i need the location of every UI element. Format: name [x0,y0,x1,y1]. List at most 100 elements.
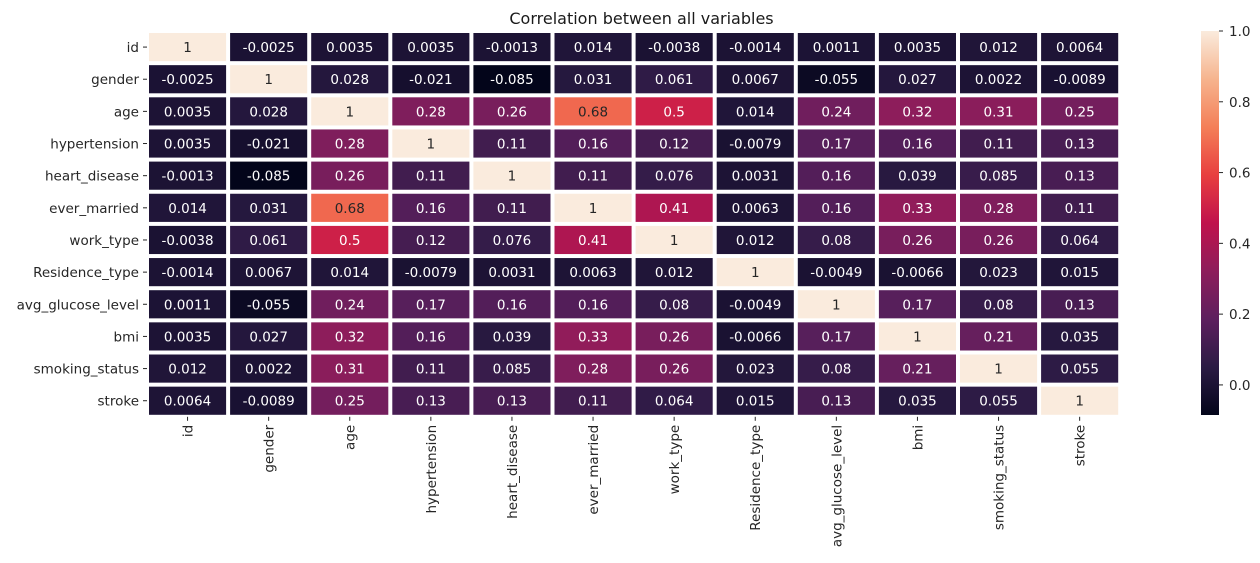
cell-value-label: 0.0011 [164,297,211,313]
heatmap-cell [716,65,794,94]
cell-value-label: -0.085 [247,169,291,185]
cell-value-label: -0.0089 [1054,72,1106,88]
colorbar-tick-label: 1.0 [1229,24,1250,40]
cell-value-label: 0.055 [1060,362,1099,378]
cell-value-label: 0.28 [335,137,365,153]
cell-value-label: 0.26 [659,362,689,378]
heatmap-cell [960,65,1038,94]
heatmap-cell [797,225,875,255]
heatmap-cell [716,386,794,415]
cell-value-label: 0.26 [497,104,527,120]
cell-value-label: 0.023 [736,362,775,378]
heatmap-cell [473,258,551,287]
cell-value-label: 0.064 [1060,233,1099,249]
heatmap-cell [878,65,956,94]
heatmap-cell [960,33,1038,62]
x-tick-label: ever_married [586,425,602,515]
colorbar-tick-label: 0.6 [1229,166,1250,182]
heatmap-cell [230,386,308,415]
cell-value-label: 0.26 [335,169,365,185]
cell-value-label: 0.085 [493,362,532,378]
cell-value-label: 0.32 [335,329,365,345]
y-tick-label: hypertension [50,137,139,153]
heatmap-cell [1041,354,1119,383]
cell-value-label: 0.055 [979,394,1018,410]
heatmap-cell [554,322,632,351]
cell-value-label: 0.12 [416,233,446,249]
heatmap-cell [878,97,956,126]
cell-value-label: 0.41 [578,233,608,249]
cell-value-label: 0.0011 [813,40,860,56]
heatmap-cell [554,161,632,190]
heatmap-cell [230,129,308,158]
cell-value-label: -0.0066 [891,265,943,281]
heatmap-cell [797,322,875,351]
heatmap-cell [797,65,875,94]
cell-value-label: -0.0079 [405,265,457,281]
cell-value-label: 0.08 [984,297,1014,313]
cell-value-label: 0.11 [497,201,527,217]
x-tick-label: stroke [1073,425,1089,466]
heatmap-cell [797,193,875,222]
heatmap-cell [311,65,389,94]
heatmap-cell [230,65,308,94]
y-tick-label: smoking_status [34,362,139,378]
colorbar-gradient [1201,31,1219,415]
heatmap-cell [635,193,713,222]
heatmap-cell [392,322,470,351]
heatmap-cell [473,65,551,94]
heatmap-cell [230,97,308,126]
cell-value-label: 0.11 [578,169,608,185]
cell-value-label: 0.28 [984,201,1014,217]
cell-value-label: 0.16 [821,169,851,185]
heatmap-cell [635,322,713,351]
heatmap-cell [554,225,632,255]
y-tick-label: gender [91,72,139,88]
heatmap-cell [554,65,632,94]
heatmap-cell [1041,193,1119,222]
heatmap-cell [149,193,227,222]
cell-value-label: 0.5 [663,104,684,120]
heatmap-cell [473,129,551,158]
cell-value-label: 0.035 [1060,329,1099,345]
cell-value-label: 1 [508,169,517,185]
heatmap-cell [797,33,875,62]
x-tick-label: avg_glucose_level [829,425,845,547]
y-tick-labels: id gender age hypertension heart_diseaseever… [17,40,147,410]
cell-value-label: 0.08 [821,233,851,249]
cell-value-label: 1 [670,233,679,249]
heatmap-cell [635,258,713,287]
cell-value-label: 0.0067 [732,72,779,88]
cell-value-label: 0.11 [578,394,608,410]
x-tick-label: age [343,425,359,450]
y-tick-label: heart_disease [45,169,139,185]
heatmap-cell [1041,65,1119,94]
y-tick-label: avg_glucose_level [17,297,139,313]
heatmap-cell [635,354,713,383]
heatmap-cell [149,97,227,126]
chart-title: Correlation between all variables [509,9,773,28]
cell-value-label: 0.31 [335,362,365,378]
heatmap-cell [149,129,227,158]
cell-value-label: 0.0035 [164,104,211,120]
cell-value-label: 1 [1075,394,1084,410]
x-tick-labels: id gender age hypertension heart_disease ever… [181,416,1089,547]
cell-value-label: 1 [264,72,273,88]
cell-value-label: 0.28 [578,362,608,378]
heatmap-cell [149,322,227,351]
cell-value-label: 0.32 [902,104,932,120]
x-tick-label: Residence_type [748,425,764,531]
heatmap-cell [473,386,551,415]
heatmap-cell [878,129,956,158]
cell-value-label: 0.11 [416,169,446,185]
heatmap-cell [1041,33,1119,62]
heatmap-cell [554,129,632,158]
heatmap-cell [392,129,470,158]
heatmap-cells: 1 -0.0025 0.0035 0.0035 -0.0013 0.014 -0.0038 -… [149,33,1119,415]
heatmap-cell [149,65,227,94]
heatmap-cell [1041,161,1119,190]
cell-value-label: -0.0049 [729,297,781,313]
heatmap-cell [960,225,1038,255]
cell-value-label: -0.0079 [729,137,781,153]
heatmap-cell [878,33,956,62]
